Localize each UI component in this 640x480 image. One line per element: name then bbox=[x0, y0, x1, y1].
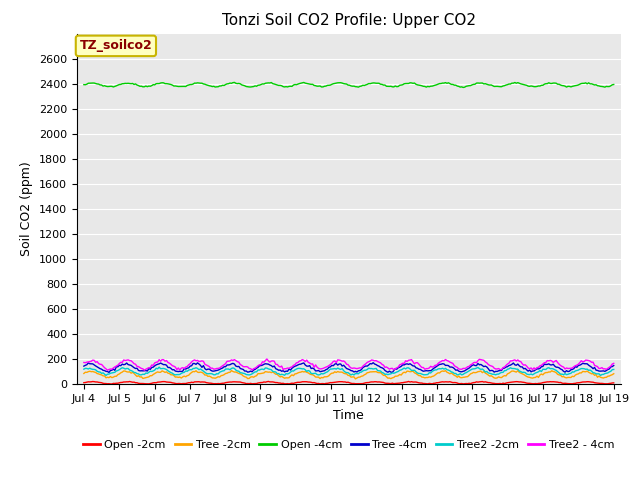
Tree -2cm bbox=[228, 368, 236, 373]
Line: Tree -4cm: Tree -4cm bbox=[84, 363, 614, 372]
Tree2 - 4cm bbox=[239, 364, 247, 370]
Open -4cm bbox=[313, 84, 321, 89]
Tree2 - 4cm bbox=[257, 362, 265, 368]
Tree -4cm bbox=[369, 360, 377, 366]
Open -2cm bbox=[583, 379, 591, 384]
Open -4cm bbox=[583, 81, 591, 87]
Tree2 -2cm bbox=[239, 371, 247, 376]
Tree2 - 4cm bbox=[263, 356, 271, 362]
Tree -4cm bbox=[313, 368, 321, 374]
Open -2cm bbox=[80, 380, 88, 385]
Tree -4cm bbox=[610, 362, 618, 368]
Open -4cm bbox=[266, 80, 274, 86]
Tree2 -2cm bbox=[582, 366, 589, 372]
Tree -4cm bbox=[239, 367, 247, 372]
Tree -2cm bbox=[610, 371, 618, 377]
Open -4cm bbox=[145, 83, 153, 89]
Tree2 - 4cm bbox=[610, 360, 618, 366]
Title: Tonzi Soil CO2 Profile: Upper CO2: Tonzi Soil CO2 Profile: Upper CO2 bbox=[222, 13, 476, 28]
Tree2 - 4cm bbox=[583, 358, 591, 363]
Open -2cm bbox=[257, 380, 265, 385]
Tree2 - 4cm bbox=[80, 360, 88, 365]
Tree -2cm bbox=[257, 371, 265, 376]
X-axis label: Time: Time bbox=[333, 409, 364, 422]
Open -4cm bbox=[239, 83, 247, 88]
Tree2 -2cm bbox=[313, 372, 321, 377]
Tree2 -2cm bbox=[257, 366, 265, 372]
Text: TZ_soilco2: TZ_soilco2 bbox=[79, 39, 152, 52]
Line: Open -2cm: Open -2cm bbox=[84, 382, 614, 384]
Tree2 -2cm bbox=[266, 366, 274, 372]
Open -4cm bbox=[460, 84, 467, 90]
Open -2cm bbox=[108, 381, 116, 387]
Tree2 -2cm bbox=[596, 372, 604, 378]
Tree -4cm bbox=[105, 370, 113, 375]
Tree2 - 4cm bbox=[141, 367, 148, 373]
Tree -2cm bbox=[583, 368, 591, 374]
Tree -4cm bbox=[257, 363, 265, 369]
Tree2 - 4cm bbox=[147, 365, 154, 371]
Line: Tree2 - 4cm: Tree2 - 4cm bbox=[84, 359, 614, 370]
Open -4cm bbox=[230, 80, 238, 85]
Tree -2cm bbox=[266, 369, 274, 375]
Tree2 -2cm bbox=[156, 364, 163, 370]
Tree -4cm bbox=[583, 361, 591, 367]
Tree -4cm bbox=[80, 363, 88, 369]
Open -2cm bbox=[264, 379, 272, 384]
Tree -2cm bbox=[80, 371, 88, 376]
Line: Open -4cm: Open -4cm bbox=[84, 83, 614, 87]
Tree -4cm bbox=[266, 362, 274, 368]
Open -4cm bbox=[80, 82, 88, 87]
Open -2cm bbox=[239, 380, 247, 385]
Tree -2cm bbox=[145, 374, 153, 380]
Tree2 - 4cm bbox=[315, 365, 323, 371]
Tree2 - 4cm bbox=[268, 358, 275, 364]
Tree -4cm bbox=[147, 366, 154, 372]
Tree2 -2cm bbox=[610, 367, 618, 372]
Tree2 -2cm bbox=[145, 370, 153, 375]
Open -2cm bbox=[268, 379, 275, 385]
Open -4cm bbox=[610, 82, 618, 87]
Y-axis label: Soil CO2 (ppm): Soil CO2 (ppm) bbox=[20, 161, 33, 256]
Legend: Open -2cm, Tree -2cm, Open -4cm, Tree -4cm, Tree2 -2cm, Tree2 - 4cm: Open -2cm, Tree -2cm, Open -4cm, Tree -4… bbox=[79, 435, 619, 454]
Tree2 -2cm bbox=[80, 366, 88, 372]
Open -4cm bbox=[257, 82, 265, 87]
Open -2cm bbox=[147, 381, 154, 386]
Tree -2cm bbox=[239, 373, 247, 379]
Open -2cm bbox=[610, 380, 618, 386]
Line: Tree -2cm: Tree -2cm bbox=[84, 371, 614, 379]
Open -2cm bbox=[315, 381, 323, 386]
Tree -2cm bbox=[313, 374, 321, 380]
Tree -2cm bbox=[351, 376, 359, 382]
Line: Tree2 -2cm: Tree2 -2cm bbox=[84, 367, 614, 375]
